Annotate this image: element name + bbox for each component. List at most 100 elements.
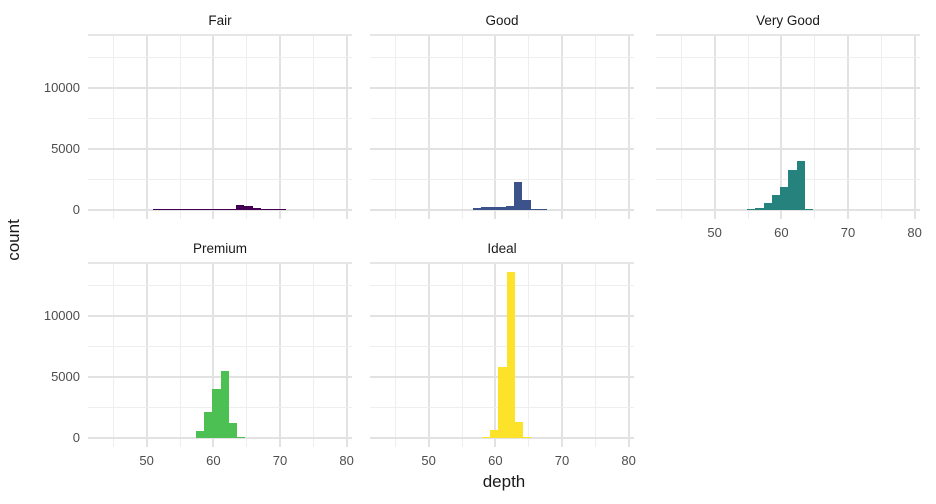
- gridline-y-minor: [88, 346, 352, 348]
- gridline-y-major: [370, 86, 634, 89]
- histogram-bar: [481, 437, 490, 439]
- histogram-bar: [252, 208, 261, 211]
- gridline-y-major: [656, 86, 920, 89]
- histogram-bar: [244, 206, 253, 211]
- gridline-x-minor: [680, 34, 682, 219]
- y-tick-label: 10000: [43, 307, 80, 323]
- panel-ideal: [370, 262, 634, 447]
- gridline-x-major: [145, 34, 148, 219]
- gridline-x-minor: [528, 262, 530, 447]
- gridline-x-minor: [814, 34, 816, 219]
- histogram-bar: [227, 209, 236, 211]
- facet-title-fair: Fair: [208, 13, 232, 28]
- panel-top-edge: [370, 34, 634, 36]
- histogram-bar: [186, 209, 195, 211]
- gridline-x-minor: [246, 34, 248, 219]
- panel-top-edge: [88, 262, 352, 264]
- gridline-x-major: [913, 34, 916, 219]
- gridline-x-major: [279, 262, 281, 447]
- histogram-bar: [498, 366, 507, 439]
- gridline-y-major: [88, 376, 352, 379]
- histogram-bar: [514, 422, 524, 439]
- histogram-bar: [538, 209, 548, 211]
- gridline-x-minor: [179, 34, 181, 219]
- histogram-bar: [195, 430, 204, 439]
- gridline-x-minor: [394, 262, 396, 447]
- gridline-x-minor: [528, 34, 530, 219]
- gridline-y-minor: [656, 179, 920, 181]
- gridline-x-minor: [246, 262, 248, 447]
- x-tick-label: 80: [339, 453, 354, 468]
- gridline-x-major: [279, 34, 281, 219]
- x-tick-label: 60: [206, 453, 221, 468]
- gridline-x-major: [627, 262, 630, 447]
- histogram-bar: [522, 200, 531, 211]
- histogram-bar: [161, 209, 170, 211]
- gridline-y-minor: [656, 56, 920, 58]
- y-tick-label: 5000: [51, 141, 80, 157]
- gridline-y-minor: [370, 179, 634, 181]
- facet-title-ideal: Ideal: [487, 241, 517, 256]
- x-tick-label: 70: [840, 225, 856, 240]
- x-tick-label: 60: [488, 453, 503, 468]
- x-tick-label: 50: [139, 453, 154, 468]
- histogram-bar: [489, 206, 498, 211]
- histogram-bar: [178, 209, 187, 211]
- x-axis-title: depth: [482, 472, 526, 491]
- gridline-y-major: [88, 314, 352, 317]
- gridline-y-major: [88, 437, 352, 440]
- panel-top-edge: [88, 34, 352, 36]
- gridline-x-minor: [312, 34, 314, 219]
- gridline-x-major: [847, 34, 849, 219]
- x-tick-label: 80: [621, 453, 636, 468]
- gridline-x-minor: [312, 262, 314, 447]
- histogram-bar: [211, 209, 220, 211]
- x-tick-label: 50: [707, 225, 722, 240]
- histogram-bar: [202, 209, 212, 211]
- gridline-x-major: [780, 34, 783, 219]
- panel-good: [370, 34, 634, 219]
- gridline-x-major: [212, 34, 215, 219]
- histogram-bar: [169, 209, 179, 211]
- gridline-x-major: [627, 34, 630, 219]
- gridline-x-major: [345, 262, 348, 447]
- gridline-y-major: [656, 148, 920, 151]
- histogram-bar: [472, 208, 481, 211]
- gridline-x-minor: [880, 34, 882, 219]
- gridline-y-major: [88, 148, 352, 151]
- histogram-bar: [204, 412, 213, 439]
- gridline-y-minor: [370, 118, 634, 120]
- histogram-bar: [269, 209, 278, 211]
- gridline-y-minor: [370, 56, 634, 58]
- gridline-x-major: [427, 34, 430, 219]
- histogram-bar: [530, 208, 539, 211]
- histogram-bar: [153, 209, 162, 211]
- histogram-bar: [755, 208, 764, 211]
- gridline-y-major: [370, 209, 634, 212]
- gridline-x-minor: [179, 262, 181, 447]
- gridline-y-minor: [88, 118, 352, 120]
- x-tick-label: 50: [421, 453, 436, 468]
- gridline-x-minor: [461, 262, 463, 447]
- gridline-y-major: [370, 437, 634, 440]
- y-tick-label: 5000: [51, 369, 80, 385]
- gridline-x-minor: [112, 262, 114, 447]
- histogram-bar: [260, 209, 270, 211]
- gridline-x-major: [494, 34, 497, 219]
- gridline-x-major: [212, 262, 215, 447]
- panel-fair: [88, 34, 352, 219]
- histogram-bar: [747, 208, 756, 211]
- gridline-x-minor: [747, 34, 749, 219]
- histogram-bar: [497, 207, 506, 211]
- facet-title-very-good: Very Good: [756, 13, 820, 28]
- gridline-y-minor: [88, 56, 352, 58]
- histogram-bar: [796, 161, 805, 211]
- gridline-x-major: [713, 34, 716, 219]
- x-tick-label: 70: [272, 453, 288, 468]
- histogram-bar: [212, 389, 221, 439]
- histogram-bar: [237, 437, 246, 439]
- gridline-x-major: [427, 262, 430, 447]
- histogram-bar: [523, 437, 532, 439]
- gridline-y-major: [88, 209, 352, 212]
